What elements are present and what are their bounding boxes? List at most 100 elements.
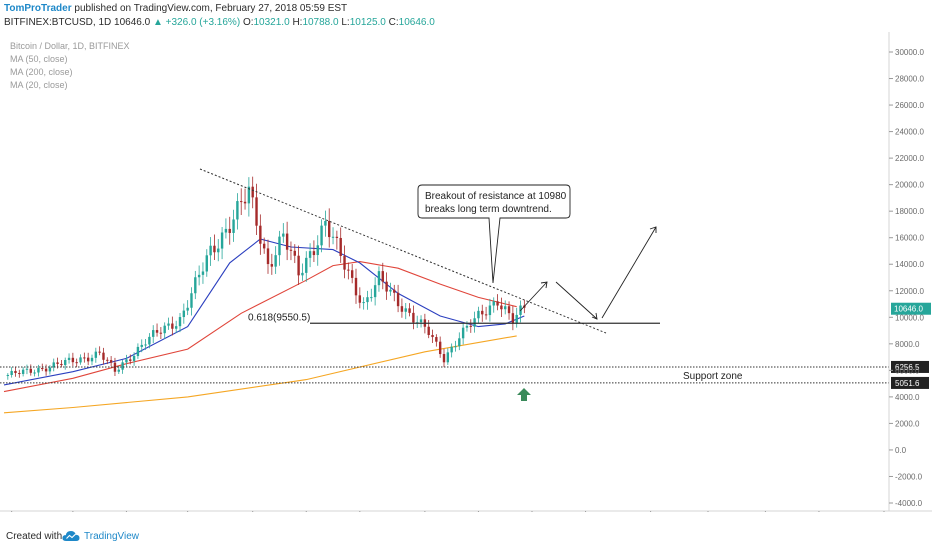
candle-body [458,338,461,347]
candle-body [182,310,186,318]
x-axis: 16Nov15Dec18201815Feb15Mar15Apr16May15Ju… [0,510,932,512]
callout-line-2: breaks long term downtrend. [425,204,552,215]
candle-body [266,248,270,265]
candle-body [381,271,384,282]
candle-body [285,233,289,250]
author-link[interactable]: TomProTrader [4,3,72,14]
candle-body [297,255,300,276]
footer: Created with TradingView [0,526,932,550]
candle-body [25,368,29,370]
y-tick-label: 24000.0 [895,128,924,137]
support-axis-tag [891,376,929,389]
y-tick-label: 18000.0 [895,207,924,216]
publish-header: TomProTrader published on TradingView.co… [4,2,347,16]
close-value: 10646.0 [398,17,435,28]
candle-body [213,245,216,253]
candle-body [224,228,228,233]
candle-body [400,306,404,312]
candle-body [328,220,331,238]
candle-body [331,236,335,238]
candle-body [140,344,143,347]
candle-body [511,313,515,324]
candle-body [129,359,132,361]
candle-body [350,270,354,278]
legend-ma200[interactable]: MA (200, close) [10,67,73,77]
ma50-line [3,261,517,393]
change-arrow-icon: ▲ [152,17,163,28]
y-tick-label: 2000.0 [895,419,920,428]
candle-body [408,308,411,313]
candle-body [44,368,48,372]
candle-body [262,243,266,249]
y-axis: 30000.0 28000.0 26000.0 24000.0 22000.0 20000… [888,32,924,511]
candle-body [167,323,170,326]
candle-body [339,237,342,256]
candle-body [155,330,159,333]
candle-body [320,225,323,246]
callout-line-1: Breakout of resistance at 10980 [425,191,567,202]
legend-ma50[interactable]: MA (50, close) [10,54,68,64]
candle-body [255,197,258,226]
price-axis-tag-label: 10646.0 [894,305,923,314]
candle-body [385,281,388,292]
candle-body [37,368,40,373]
candle-body [504,306,507,310]
price-chart[interactable]: 0.618(9550.5) Support zone 6256.5 5051.6 106… [0,32,932,512]
candle-body [362,302,365,304]
y-tick-label: 22000.0 [895,154,924,163]
candle-body [419,319,423,323]
candle-body [67,357,71,361]
candle-body [48,367,52,372]
tradingview-brand[interactable]: TradingView [84,531,140,542]
candle-body [492,301,495,306]
candle-body [247,186,251,204]
y-tick-label: 20000.0 [895,181,924,190]
candle-body [228,228,231,233]
candle-body [270,264,274,267]
candle-body [461,327,465,339]
candle-body [159,332,163,334]
legend-ma20[interactable]: MA (20, close) [10,80,68,90]
candle-body [438,341,442,355]
candle-body [125,359,128,363]
candle-body [41,368,44,370]
candle-body [144,344,147,346]
candle-body [14,370,17,374]
candle-body [473,318,476,327]
candle-body [347,269,350,271]
high-label: H: [292,17,303,28]
candle-body [465,325,469,328]
candle-body [251,186,254,198]
symbol-label: BITFINEX:BTCUSD, 1D [4,17,112,28]
candle-body [515,314,518,324]
candle-body [190,293,193,308]
candle-body [450,346,453,353]
candle-body [500,305,503,310]
candle-body [90,357,94,362]
arrowhead-1 [540,281,548,289]
candle-body [83,357,86,359]
candle-body [335,236,339,238]
y-tick-label: 4000.0 [895,393,920,402]
y-tick-label: 28000.0 [895,75,924,84]
candle-body [102,352,105,360]
candle-body [259,225,262,244]
candle-body [209,245,212,256]
arrow-up-2 [601,226,657,319]
candle-body [79,357,82,363]
candle-body [98,351,101,353]
candle-body [194,277,197,294]
candle-body [60,363,63,366]
candle-body [71,357,75,363]
publish-info: published on TradingView.com, February 2… [74,3,348,14]
candle-body [220,232,224,249]
candle-body [52,362,55,368]
candle-body [136,346,140,356]
candle-body [354,277,358,296]
candle-body [106,359,109,361]
y-tick-label: 14000.0 [895,260,924,269]
candle-body [377,271,381,286]
arrowhead-2 [591,312,598,320]
candle-body [274,255,277,267]
candle-body [404,308,407,312]
